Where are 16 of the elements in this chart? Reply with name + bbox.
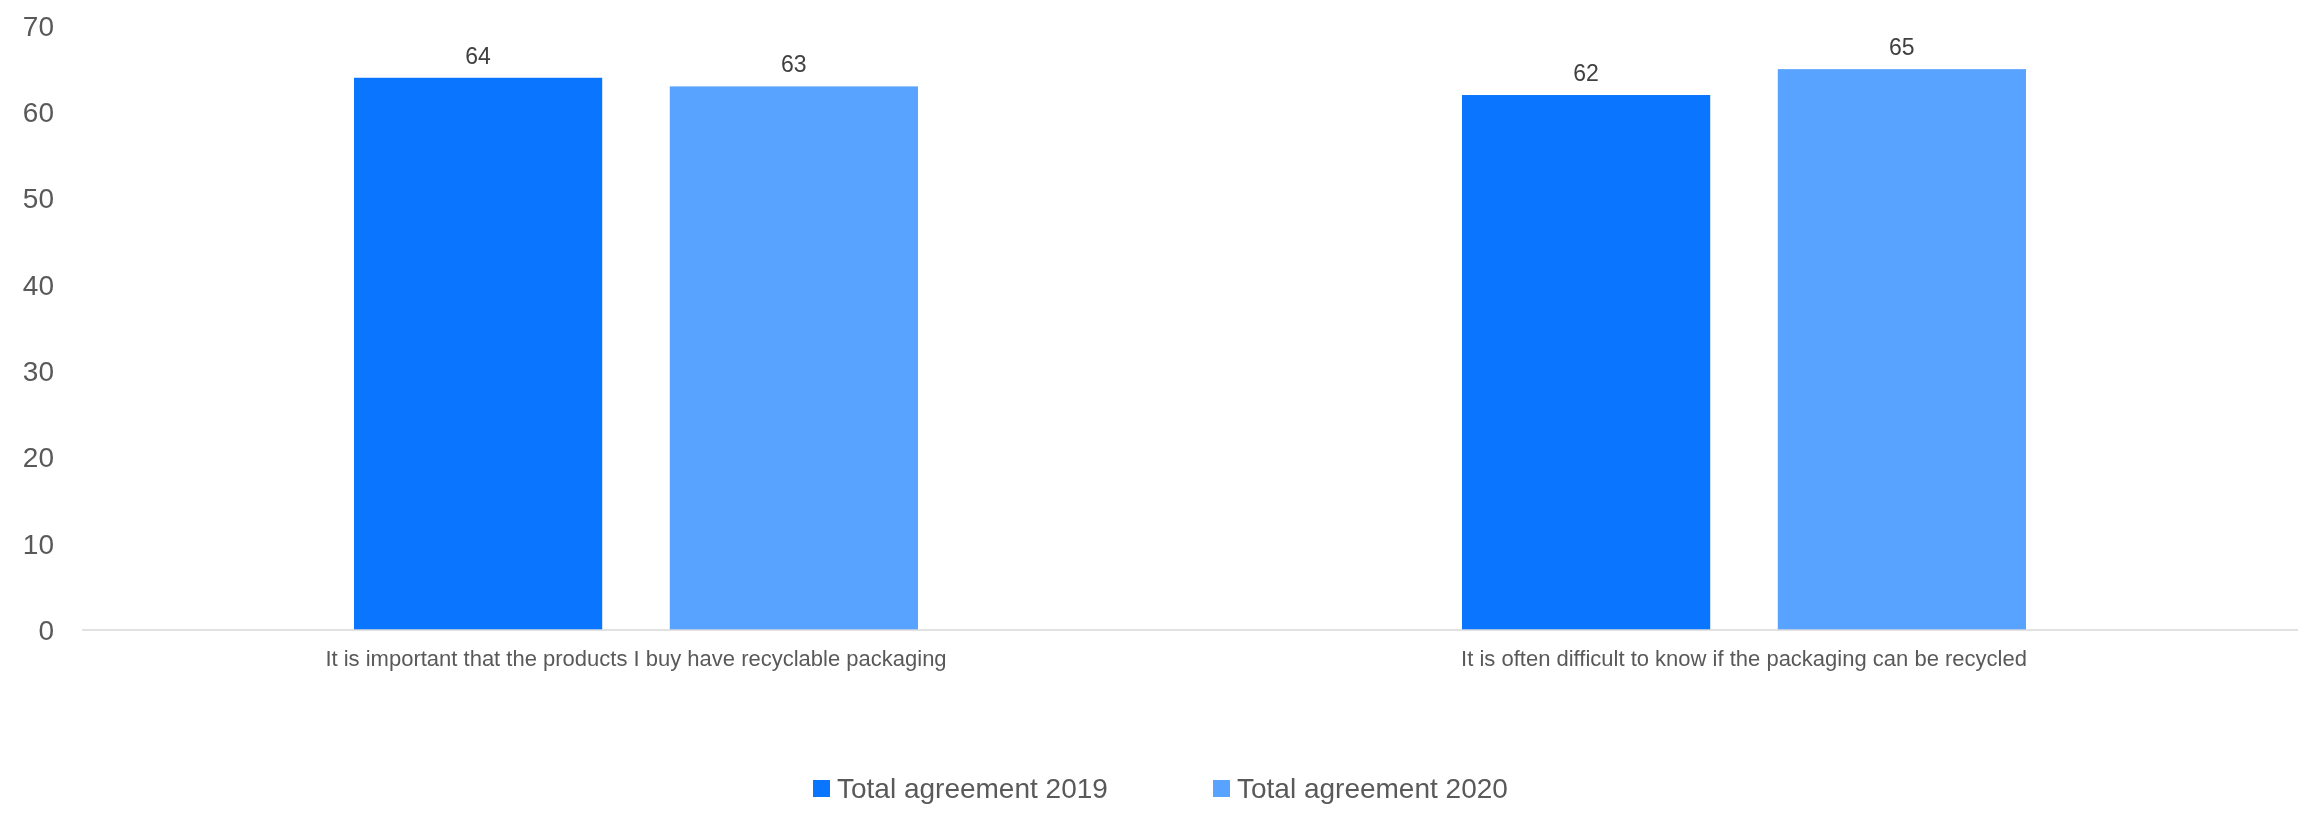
data-label: 63 <box>781 51 807 78</box>
y-tick-label: 20 <box>22 442 54 474</box>
data-label: 65 <box>1889 34 1915 61</box>
y-tick-label: 40 <box>22 269 54 301</box>
y-tick-label: 30 <box>22 355 54 387</box>
y-tick-label: 10 <box>22 528 54 560</box>
y-tick-label: 0 <box>38 614 54 646</box>
y-tick-label: 70 <box>22 10 54 42</box>
legend-label: Total agreement 2019 <box>837 773 1108 804</box>
data-label: 62 <box>1573 60 1599 87</box>
data-label: 64 <box>465 42 492 69</box>
legend-label: Total agreement 2020 <box>1237 773 1508 804</box>
x-tick-label: It is often difficult to know if the packaging can be recycled <box>1461 646 2027 671</box>
y-tick-label: 50 <box>22 183 54 215</box>
x-tick-label: It is important that the products I buy have recyclable packaging <box>325 646 947 671</box>
y-tick-label: 60 <box>22 97 54 129</box>
